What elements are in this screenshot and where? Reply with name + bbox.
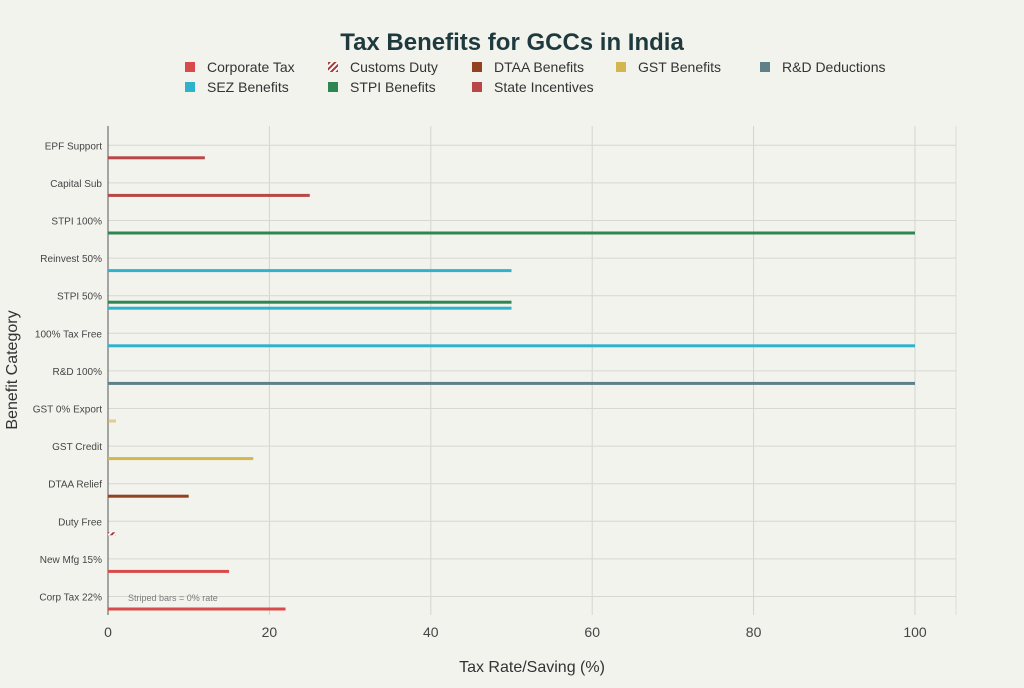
y-tick-label: Reinvest 50% xyxy=(40,254,102,265)
bars xyxy=(108,156,915,611)
y-tick-label: 100% Tax Free xyxy=(35,329,103,340)
bar-sez-benefits xyxy=(108,344,915,348)
y-tick-label: STPI 50% xyxy=(57,292,102,303)
legend-item[interactable]: GST Benefits xyxy=(616,59,721,75)
bar-r-d-deductions xyxy=(108,381,915,385)
bar-corporate-tax xyxy=(108,569,230,573)
bar-gst-benefits xyxy=(108,457,254,461)
x-tick-label: 100 xyxy=(903,624,927,640)
y-axis-label: Benefit Category xyxy=(4,310,21,429)
legend-item[interactable]: Corporate Tax xyxy=(185,59,295,75)
legend-swatch xyxy=(616,62,626,72)
legend-label: Corporate Tax xyxy=(207,59,295,75)
legend-swatch xyxy=(472,82,482,92)
x-tick-label: 60 xyxy=(584,624,600,640)
legend-swatch xyxy=(760,62,770,72)
legend-swatch xyxy=(185,82,195,92)
y-tick-label: New Mfg 15% xyxy=(40,555,102,566)
y-tick-label: R&D 100% xyxy=(53,367,103,378)
y-tick-label: DTAA Relief xyxy=(48,480,102,491)
bar-gst-benefits xyxy=(108,419,116,423)
y-tick-label: GST 0% Export xyxy=(33,405,103,416)
legend-swatch xyxy=(328,82,338,92)
bar-stpi-benefits xyxy=(108,300,512,304)
legend: Corporate Tax Customs Duty DTAA Benefits GS… xyxy=(185,59,886,95)
legend-label: R&D Deductions xyxy=(782,59,886,75)
bar-stpi-benefits xyxy=(108,231,915,235)
legend-label: DTAA Benefits xyxy=(494,59,584,75)
x-axis-ticks: 0 20 40 60 80 100 xyxy=(104,624,927,640)
x-tick-label: 80 xyxy=(746,624,762,640)
y-tick-label: GST Credit xyxy=(52,442,102,453)
legend-label: Customs Duty xyxy=(350,59,438,75)
legend-label: STPI Benefits xyxy=(350,79,436,95)
bar-corporate-tax xyxy=(108,607,286,611)
x-tick-label: 40 xyxy=(423,624,439,640)
x-tick-label: 0 xyxy=(104,624,112,640)
x-axis-label: Tax Rate/Saving (%) xyxy=(459,659,605,676)
legend-item[interactable]: STPI Benefits xyxy=(328,79,436,95)
legend-item[interactable]: State Incentives xyxy=(472,79,594,95)
bar-dtaa-benefits xyxy=(108,494,189,498)
bar-sez-benefits xyxy=(108,306,512,310)
y-tick-label: EPF Support xyxy=(45,141,102,152)
legend-item[interactable]: SEZ Benefits xyxy=(185,79,289,95)
y-tick-label: STPI 100% xyxy=(51,217,102,228)
chart-title: Tax Benefits for GCCs in India xyxy=(340,29,684,56)
y-axis-ticks: Corp Tax 22% New Mfg 15% Duty Free DTAA Rel… xyxy=(33,141,103,603)
legend-label: SEZ Benefits xyxy=(207,79,289,95)
legend-swatch xyxy=(185,62,195,72)
legend-item[interactable]: R&D Deductions xyxy=(760,59,886,75)
legend-swatch xyxy=(328,62,338,72)
bar-sez-benefits xyxy=(108,269,512,273)
grid xyxy=(107,126,957,615)
bar-state-incentives xyxy=(108,193,310,197)
y-tick-label: Duty Free xyxy=(58,517,102,528)
legend-label: State Incentives xyxy=(494,79,594,95)
legend-item[interactable]: DTAA Benefits xyxy=(472,59,584,75)
x-tick-label: 20 xyxy=(262,624,278,640)
bar-customs-duty xyxy=(108,532,116,536)
y-tick-label: Corp Tax 22% xyxy=(39,593,102,604)
striped-note-annotation: Striped bars = 0% rate xyxy=(128,593,218,603)
legend-label: GST Benefits xyxy=(638,59,721,75)
y-tick-label: Capital Sub xyxy=(50,179,102,190)
legend-item[interactable]: Customs Duty xyxy=(328,59,438,75)
bar-state-incentives xyxy=(108,156,205,160)
legend-swatch xyxy=(472,62,482,72)
